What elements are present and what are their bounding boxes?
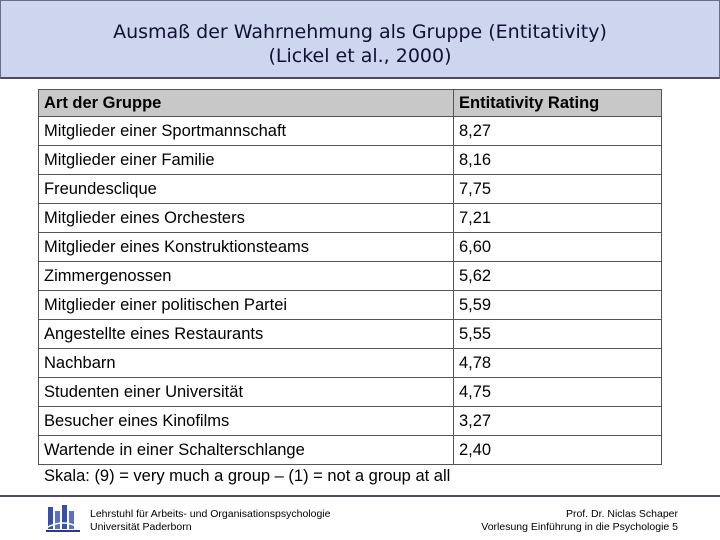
scale-note: Skala: (9) = very much a group – (1) = n… <box>44 467 451 485</box>
rating-cell: 5,55 <box>453 319 662 349</box>
group-cell: Nachbarn <box>38 348 454 378</box>
rating-cell: 8,27 <box>453 116 662 146</box>
table-row: Angestellte eines Restaurants 5,55 <box>38 319 662 349</box>
footer-university: Universität Paderborn <box>90 521 192 533</box>
table-row: Mitglieder eines Konstruktionsteams 6,60 <box>38 232 662 262</box>
table-row: Besucher eines Kinofilms 3,27 <box>38 406 662 436</box>
group-cell: Mitglieder einer Familie <box>38 145 454 175</box>
rating-cell: 7,21 <box>453 203 662 233</box>
footer-institution: Lehrstuhl für Arbeits- und Organisations… <box>90 508 330 534</box>
slide-title-box: Ausmaß der Wahrnehmung als Gruppe (Entit… <box>0 0 720 79</box>
footer-divider <box>0 495 720 497</box>
group-cell: Mitglieder eines Orchesters <box>38 203 454 233</box>
table-row: Mitglieder einer Sportmannschaft 8,27 <box>38 116 662 146</box>
group-cell: Mitglieder einer politischen Partei <box>38 290 454 320</box>
entitativity-table: Art der Gruppe Entitativity Rating Mitgl… <box>38 89 662 465</box>
rating-cell: 6,60 <box>453 232 662 262</box>
group-cell: Studenten einer Universität <box>38 377 454 407</box>
footer-lecture-info: Prof. Dr. Niclas Schaper Vorlesung Einfü… <box>481 508 678 534</box>
group-cell: Mitglieder einer Sportmannschaft <box>38 116 454 146</box>
rating-cell: 5,59 <box>453 290 662 320</box>
rating-cell: 4,78 <box>453 348 662 378</box>
group-cell: Angestellte eines Restaurants <box>38 319 454 349</box>
column-header-group-type: Art der Gruppe <box>38 89 454 117</box>
footer-chair: Lehrstuhl für Arbeits- und Organisations… <box>90 508 331 520</box>
table-row: Mitglieder einer politischen Partei 5,59 <box>38 290 662 320</box>
slide-subtitle: (Lickel et al., 2000) <box>268 45 452 67</box>
rating-cell: 8,16 <box>453 145 662 175</box>
table-row: Nachbarn 4,78 <box>38 348 662 378</box>
slide-title: Ausmaß der Wahrnehmung als Gruppe (Entit… <box>113 21 607 43</box>
group-cell: Zimmergenossen <box>38 261 454 291</box>
group-cell: Mitglieder eines Konstruktionsteams <box>38 232 454 262</box>
table-row: Wartende in einer Schalterschlange 2,40 <box>38 435 662 465</box>
column-header-rating: Entitativity Rating <box>453 89 662 117</box>
rating-cell: 7,75 <box>453 174 662 204</box>
footer-professor: Prof. Dr. Niclas Schaper <box>565 508 678 520</box>
table-row: Freundesclique 7,75 <box>38 174 662 204</box>
table-row: Studenten einer Universität 4,75 <box>38 377 662 407</box>
footer-lecture: Vorlesung Einführung in die Psychologie … <box>481 521 678 533</box>
university-logo-icon <box>46 505 80 532</box>
rating-cell: 3,27 <box>453 406 662 436</box>
rating-cell: 5,62 <box>453 261 662 291</box>
table-row: Mitglieder einer Familie 8,16 <box>38 145 662 175</box>
rating-cell: 2,40 <box>453 435 662 465</box>
table-row: Mitglieder eines Orchesters 7,21 <box>38 203 662 233</box>
group-cell: Freundesclique <box>38 174 454 204</box>
rating-cell: 4,75 <box>453 377 662 407</box>
table-row: Zimmergenossen 5,62 <box>38 261 662 291</box>
table-header-row: Art der Gruppe Entitativity Rating <box>38 89 662 117</box>
group-cell: Wartende in einer Schalterschlange <box>38 435 454 465</box>
group-cell: Besucher eines Kinofilms <box>38 406 454 436</box>
